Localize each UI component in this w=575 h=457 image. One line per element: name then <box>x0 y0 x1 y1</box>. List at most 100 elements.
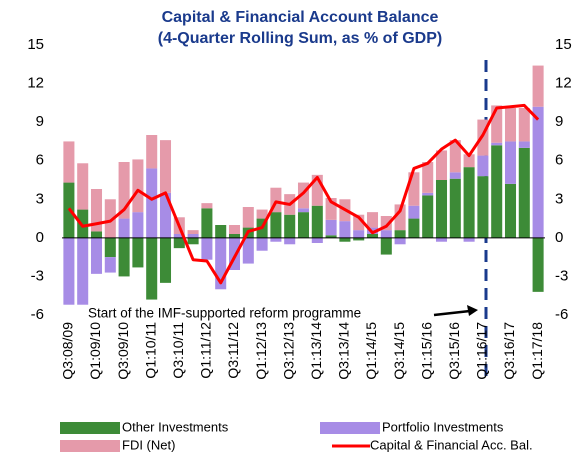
bar-segment <box>297 182 310 209</box>
bar-segment <box>408 218 420 238</box>
bar-segment <box>408 205 420 219</box>
y2-tick-label: 6 <box>555 152 563 169</box>
x-tick-label: Q3:11/12 <box>225 322 241 379</box>
x-tick-label: Q1:09/10 <box>87 322 103 380</box>
y-tick-label: -6 <box>31 306 44 323</box>
bar-segment <box>77 163 89 210</box>
chart-subtitle: (4-Quarter Rolling Sum, as % of GDP) <box>158 30 442 47</box>
legend-swatch <box>320 422 380 434</box>
bar-segment <box>90 231 103 238</box>
bar-segment <box>146 168 158 238</box>
bar-segment <box>173 234 185 238</box>
legend-swatch <box>60 422 120 434</box>
bar-segment <box>518 108 530 142</box>
bar-segment <box>215 225 227 238</box>
x-tick-label: Q3:14/15 <box>391 322 407 380</box>
bar-segment <box>518 147 530 238</box>
bar-segment <box>284 214 296 238</box>
bar-segment <box>132 237 144 268</box>
bar-segment <box>104 237 116 258</box>
legend-label: Other Investments <box>122 419 229 434</box>
annotation-arrowhead <box>467 305 478 316</box>
chart-title: Capital & Financial Account Balance <box>162 9 439 26</box>
bar-segment <box>325 219 337 236</box>
bar-segment <box>256 209 268 219</box>
bar-segment <box>297 208 310 213</box>
bar-segment <box>422 195 434 238</box>
bar-segment <box>477 155 489 177</box>
y2-tick-label: 0 <box>555 229 563 246</box>
y2-tick-label: 12 <box>555 75 572 92</box>
x-tick-label: Q1:16/17 <box>474 322 490 380</box>
bar-segment <box>366 212 379 228</box>
bar-segment <box>187 230 199 234</box>
x-tick-label: Q3:08/09 <box>60 322 76 380</box>
bar-segment <box>215 237 227 290</box>
bar-segment <box>228 234 241 238</box>
x-tick-label: Q1:10/11 <box>142 322 158 379</box>
bar-segment <box>339 221 351 238</box>
bar-segment <box>256 237 268 251</box>
bar-segment <box>201 237 213 260</box>
x-tick-label: Q1:17/18 <box>529 322 545 380</box>
y-tick-label: 15 <box>27 36 44 53</box>
bar-segment <box>132 212 144 238</box>
x-tick-label: Q3:13/14 <box>336 322 352 380</box>
bar-segment <box>297 212 310 238</box>
bar-segment <box>518 141 530 148</box>
bar-segment <box>325 198 337 220</box>
bar-segment <box>408 172 420 206</box>
bar-segment <box>463 154 475 168</box>
bar-segment <box>422 162 434 193</box>
bar-segment <box>435 180 448 238</box>
bar-segment <box>228 237 241 270</box>
bar-segment <box>146 135 158 169</box>
bar-segment <box>118 162 130 219</box>
x-tick-label: Q3:09/10 <box>115 322 131 380</box>
legend-label: Portfolio Investments <box>382 419 504 434</box>
bar-segment <box>77 237 89 305</box>
bar-segment <box>146 237 158 300</box>
legend-label: FDI (Net) <box>122 437 175 452</box>
y-tick-label: 6 <box>36 152 44 169</box>
y-tick-label: -3 <box>31 267 44 284</box>
bar-segment <box>242 237 254 264</box>
legend-swatch <box>60 440 120 452</box>
bar-segment <box>504 183 517 238</box>
bar-segment <box>104 257 116 273</box>
bar-segment <box>90 237 103 274</box>
bar-segment <box>504 108 517 142</box>
bar-segment <box>90 189 103 232</box>
annotation-arrow <box>433 309 471 317</box>
y2-tick-label: 3 <box>555 190 563 207</box>
x-tick-label: Q1:14/15 <box>363 322 379 380</box>
bar-segment <box>311 205 323 238</box>
x-tick-label: Q3:15/16 <box>446 322 462 380</box>
bar-segment <box>532 106 544 238</box>
bar-segment <box>366 234 379 238</box>
bar-segment <box>284 237 296 245</box>
bar-segment <box>491 142 503 146</box>
legend-label: Capital & Financial Acc. Bal. <box>370 437 533 452</box>
y2-tick-label: -6 <box>555 306 568 323</box>
bar-segment <box>353 237 365 241</box>
bar-segment <box>118 218 130 238</box>
y2-tick-label: 9 <box>555 113 563 130</box>
bar-segment <box>394 237 406 245</box>
bar-segment <box>394 230 406 238</box>
bar-segment <box>77 209 89 238</box>
bar-segment <box>311 174 323 206</box>
bar-segment <box>159 237 172 283</box>
bar-segment <box>173 237 185 249</box>
bar-segment <box>270 237 282 242</box>
bar-segment <box>187 237 199 245</box>
bar-segment <box>532 237 544 292</box>
y-tick-label: 9 <box>36 113 44 130</box>
bar-segment <box>63 237 75 305</box>
bar-segment <box>353 230 365 238</box>
bar-segment <box>159 192 172 238</box>
bar-segment <box>449 178 461 238</box>
bar-segment <box>463 167 475 238</box>
bar-segment <box>463 237 475 242</box>
